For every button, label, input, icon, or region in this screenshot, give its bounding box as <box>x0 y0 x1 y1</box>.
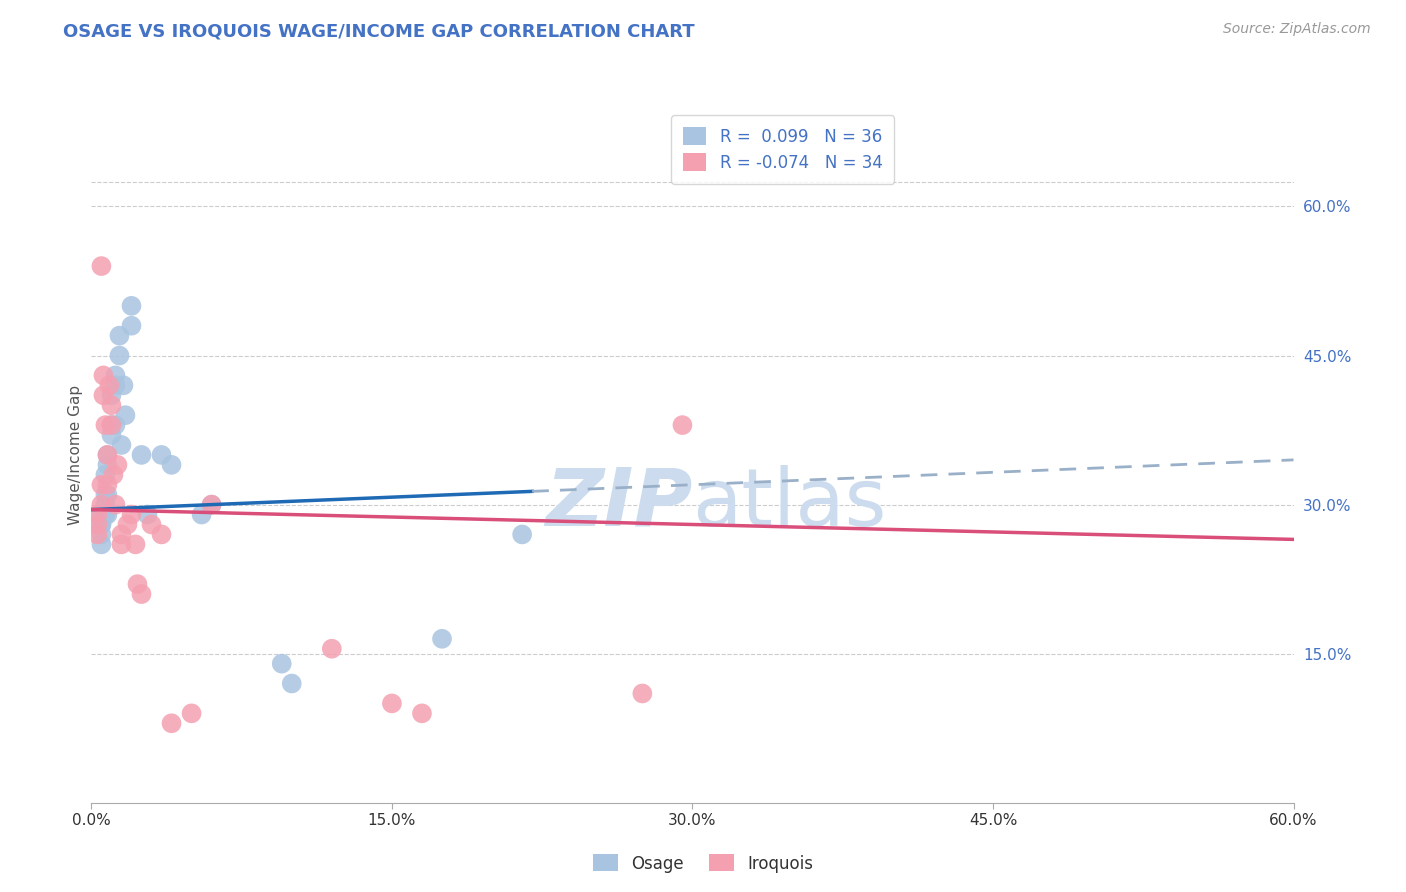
Y-axis label: Wage/Income Gap: Wage/Income Gap <box>67 384 83 525</box>
Point <box>104 418 127 433</box>
Point <box>100 418 122 433</box>
Point <box>86 517 108 532</box>
Point <box>100 388 122 402</box>
Legend: Osage, Iroquois: Osage, Iroquois <box>586 847 820 880</box>
Point <box>96 477 118 491</box>
Point <box>110 438 132 452</box>
Point <box>180 706 202 721</box>
Point <box>98 378 121 392</box>
Point <box>117 517 139 532</box>
Point <box>90 517 112 532</box>
Text: atlas: atlas <box>692 465 887 542</box>
Point <box>94 467 117 482</box>
Text: ZIP: ZIP <box>546 465 692 542</box>
Point <box>201 498 224 512</box>
Point <box>90 508 112 522</box>
Point <box>100 418 122 433</box>
Text: Source: ZipAtlas.com: Source: ZipAtlas.com <box>1223 22 1371 37</box>
Text: OSAGE VS IROQUOIS WAGE/INCOME GAP CORRELATION CHART: OSAGE VS IROQUOIS WAGE/INCOME GAP CORREL… <box>63 22 695 40</box>
Point <box>631 686 654 700</box>
Point <box>90 498 112 512</box>
Point <box>121 508 143 522</box>
Point <box>94 508 117 522</box>
Point <box>107 458 129 472</box>
Point <box>103 467 125 482</box>
Point <box>150 448 173 462</box>
Point <box>94 498 117 512</box>
Point <box>430 632 453 646</box>
Point <box>131 448 153 462</box>
Point <box>381 697 404 711</box>
Point <box>90 259 112 273</box>
Point <box>411 706 433 721</box>
Point <box>127 577 149 591</box>
Point <box>94 418 117 433</box>
Point <box>510 527 533 541</box>
Point <box>96 508 118 522</box>
Legend: R =  0.099   N = 36, R = -0.074   N = 34: R = 0.099 N = 36, R = -0.074 N = 34 <box>671 115 894 184</box>
Point <box>94 488 117 502</box>
Point <box>190 508 212 522</box>
Point <box>281 676 304 690</box>
Point <box>671 418 693 433</box>
Point <box>104 378 127 392</box>
Point <box>110 537 132 551</box>
Point <box>90 477 112 491</box>
Point <box>96 458 118 472</box>
Point <box>104 498 127 512</box>
Point <box>131 587 153 601</box>
Point <box>141 517 163 532</box>
Point <box>96 448 118 462</box>
Point <box>160 716 183 731</box>
Point <box>136 508 159 522</box>
Point <box>100 398 122 412</box>
Point <box>150 527 173 541</box>
Point <box>93 368 115 383</box>
Point <box>124 537 146 551</box>
Point <box>86 508 108 522</box>
Point <box>108 349 131 363</box>
Point <box>121 318 143 333</box>
Point <box>86 527 108 541</box>
Point <box>100 428 122 442</box>
Point <box>104 368 127 383</box>
Point <box>90 527 112 541</box>
Point <box>90 537 112 551</box>
Point <box>90 517 112 532</box>
Point <box>96 488 118 502</box>
Point <box>112 378 135 392</box>
Point <box>270 657 292 671</box>
Point <box>96 448 118 462</box>
Point <box>93 388 115 402</box>
Point <box>160 458 183 472</box>
Point <box>110 527 132 541</box>
Point <box>321 641 343 656</box>
Point <box>201 498 224 512</box>
Point <box>108 328 131 343</box>
Point <box>114 408 136 422</box>
Point <box>121 299 143 313</box>
